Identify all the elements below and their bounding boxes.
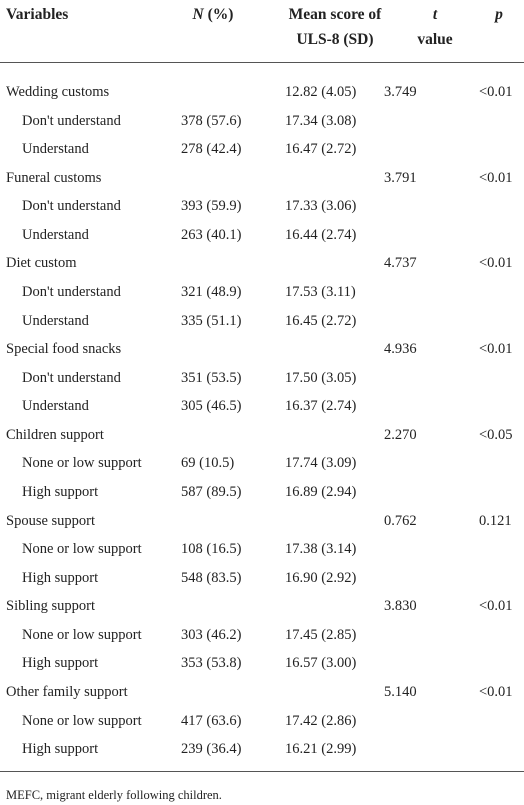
item-label: Understand (22, 141, 89, 158)
item-n: 321 (48.9) (181, 283, 242, 300)
item-mean: 17.50 (3.05) (285, 369, 357, 386)
p-value: <0.01 (479, 341, 513, 358)
item-label: Understand (22, 226, 89, 243)
item-mean: 16.57 (3.00) (285, 655, 357, 672)
header-n-rest: (%) (203, 6, 234, 23)
item-label: High support (22, 569, 99, 586)
p-value: <0.01 (479, 255, 513, 272)
item-label: None or low support (22, 712, 142, 729)
t-value: 3.791 (384, 169, 417, 186)
group-label: Sibling support (6, 598, 96, 615)
footnote: MEFC, migrant elderly following children… (6, 788, 222, 802)
p-value: 0.121 (479, 512, 512, 529)
item-n: 303 (46.2) (181, 626, 242, 643)
group-label: Spouse support (6, 512, 96, 529)
header-t: value (417, 31, 453, 48)
item-label: None or low support (22, 626, 142, 643)
item-mean: 17.34 (3.08) (285, 112, 357, 129)
header-variables: Variables (6, 6, 69, 23)
item-n: 108 (16.5) (181, 541, 242, 558)
group-label: Funeral customs (6, 169, 102, 186)
header-t: t (335, 6, 524, 24)
p-value: <0.01 (479, 84, 513, 100)
item-n: 305 (46.5) (181, 398, 242, 415)
item-mean: 16.47 (2.72) (285, 141, 357, 158)
item-mean: 16.21 (2.99) (285, 741, 357, 758)
p-value: <0.05 (479, 426, 513, 443)
item-mean: 17.45 (2.85) (285, 626, 357, 643)
t-value: 3.830 (384, 598, 417, 615)
t-value: 5.140 (384, 683, 417, 700)
group-label: Other family support (6, 683, 128, 700)
item-label: Understand (22, 398, 89, 415)
p-value: <0.01 (479, 683, 513, 700)
item-label: Don't understand (22, 198, 121, 215)
t-value: 0.762 (384, 512, 417, 529)
t-value: 4.737 (384, 255, 417, 272)
item-n: 417 (63.6) (181, 712, 242, 729)
header-p: p (495, 6, 503, 23)
item-mean: 17.53 (3.11) (285, 283, 356, 300)
item-n: 353 (53.8) (181, 655, 242, 672)
item-label: Don't understand (22, 112, 121, 129)
group-label: Children support (6, 426, 104, 443)
item-n: 263 (40.1) (181, 226, 242, 243)
item-label: Don't understand (22, 369, 121, 386)
item-label: Don't understand (22, 283, 121, 300)
header-t-italic: t (432, 6, 438, 23)
item-label: High support (22, 741, 99, 758)
item-mean: 17.74 (3.09) (285, 455, 357, 472)
header-mean: ULS-8 (SD) (296, 31, 374, 48)
item-n: 378 (57.6) (181, 112, 242, 129)
item-n: 335 (51.1) (181, 312, 242, 329)
item-n: 393 (59.9) (181, 198, 242, 215)
bottom-rule (0, 771, 524, 772)
item-n: 351 (53.5) (181, 369, 242, 386)
p-value: <0.01 (479, 169, 513, 186)
item-mean: 16.37 (2.74) (285, 398, 357, 415)
t-value: 4.936 (384, 341, 417, 358)
item-mean: 16.44 (2.74) (285, 226, 357, 243)
group-label: Wedding customs (6, 84, 110, 100)
item-mean: 16.90 (2.92) (285, 569, 357, 586)
group-label: Diet custom (6, 255, 77, 272)
item-label: Understand (22, 312, 89, 329)
header-n: N (%) (113, 6, 313, 24)
item-mean: 17.42 (2.86) (285, 712, 357, 729)
p-value: <0.01 (479, 598, 513, 615)
item-n: 278 (42.4) (181, 141, 242, 158)
item-mean: 17.33 (3.06) (285, 198, 357, 215)
item-n: 548 (83.5) (181, 569, 242, 586)
group-mean: 12.82 (4.05) (285, 84, 357, 100)
header-n-italic: N (192, 6, 204, 23)
item-mean: 16.89 (2.94) (285, 483, 357, 500)
header-rule (0, 62, 524, 63)
item-mean: 17.38 (3.14) (285, 541, 357, 558)
item-n: 587 (89.5) (181, 483, 242, 500)
item-mean: 16.45 (2.72) (285, 312, 357, 329)
group-label: Special food snacks (6, 341, 122, 358)
item-label: None or low support (22, 455, 142, 472)
header-mean: Mean score of (288, 6, 382, 23)
item-label: High support (22, 483, 99, 500)
item-label: None or low support (22, 541, 142, 558)
item-n: 239 (36.4) (181, 741, 242, 758)
item-label: High support (22, 655, 99, 672)
item-n: 69 (10.5) (181, 455, 235, 472)
t-value: 2.270 (384, 426, 417, 443)
t-value: 3.749 (384, 84, 417, 100)
